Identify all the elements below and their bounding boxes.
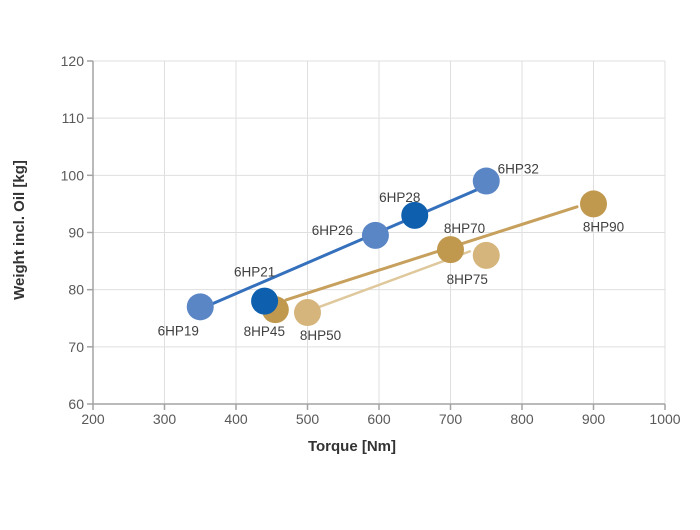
data-point-8HP50 [294,299,321,327]
data-point-label-8HP75: 8HP75 [447,272,488,287]
data-point-label-8HP90: 8HP90 [583,219,624,234]
x-tick-label-600: 600 [367,411,391,427]
x-tick-label-800: 800 [510,411,534,427]
x-tick-label-200: 200 [81,411,105,427]
data-point-6HP19 [186,293,214,321]
data-point-6HP28 [401,201,429,229]
trendline-6hp-light [205,186,482,308]
data-point-label-6HP21: 6HP21 [234,265,275,280]
y-tick-label-70: 70 [68,339,84,355]
x-tick-label-300: 300 [153,411,177,427]
data-point-label-6HP32: 6HP32 [498,162,539,177]
data-point-label-6HP26: 6HP26 [312,223,353,238]
y-axis-title: Weight incl. Oil [kg] [11,160,28,300]
data-point-6HP32 [472,167,500,195]
x-tick-label-1000: 1000 [649,411,680,427]
data-point-6HP26 [361,221,389,249]
x-tick-label-900: 900 [582,411,606,427]
y-tick-label-110: 110 [62,110,85,126]
y-tick-label-120: 120 [61,53,85,69]
y-tick-label-80: 80 [68,282,84,298]
y-tick-label-60: 60 [68,396,84,412]
x-tick-label-500: 500 [296,411,320,427]
y-tick-label-90: 90 [68,225,84,241]
data-point-label-8HP50: 8HP50 [300,328,341,343]
data-point-label-6HP28: 6HP28 [379,190,420,205]
data-point-6HP21 [251,287,279,315]
data-point-8HP70 [437,236,464,264]
data-point-label-8HP45: 8HP45 [244,324,285,339]
x-tick-label-400: 400 [224,411,248,427]
data-point-8HP90 [580,190,607,218]
x-axis-title: Torque [Nm] [307,438,397,455]
data-point-label-6HP19: 6HP19 [158,323,199,338]
x-tick-label-700: 700 [439,411,463,427]
data-point-label-8HP70: 8HP70 [444,221,485,236]
y-tick-label-100: 100 [61,167,85,183]
trendline-8hp-dark [284,205,579,302]
data-point-8HP75 [472,241,500,269]
